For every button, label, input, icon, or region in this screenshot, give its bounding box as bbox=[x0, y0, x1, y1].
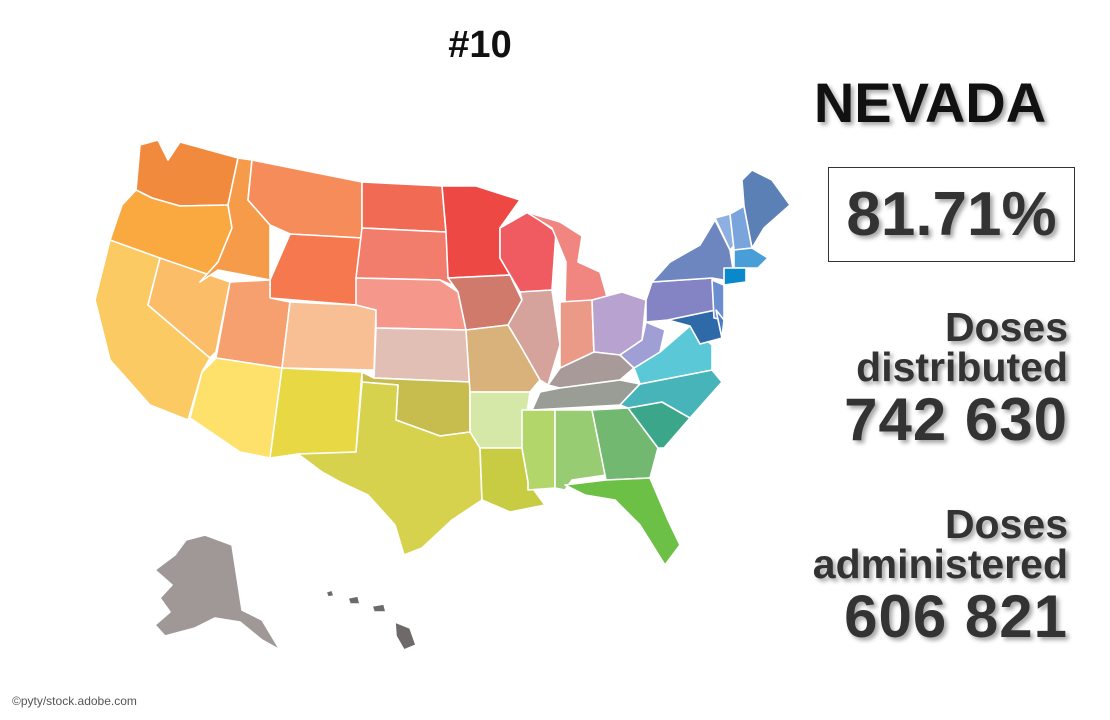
doses-administered-label-line2: administered bbox=[812, 541, 1068, 587]
state-massachusetts bbox=[733, 247, 769, 269]
state-west-virginia bbox=[619, 321, 666, 369]
state-new-mexico bbox=[269, 367, 363, 459]
state-maine bbox=[741, 169, 791, 249]
image-credit: ©pyty/stock.adobe.com bbox=[12, 694, 137, 708]
doses-distributed-block: Doses distributed 742 630 bbox=[844, 307, 1068, 453]
state-arkansas bbox=[469, 391, 531, 449]
state-name: NEVADA bbox=[813, 71, 1047, 134]
state-washington bbox=[135, 139, 239, 207]
state-wyoming bbox=[269, 233, 363, 306]
state-michigan bbox=[525, 211, 609, 303]
doses-distributed-label-line1: Doses bbox=[944, 304, 1068, 350]
state-nevada bbox=[147, 257, 231, 359]
doses-administered-label-line1: Doses bbox=[944, 501, 1068, 547]
state-north-dakota bbox=[361, 181, 447, 233]
doses-distributed-value: 742 630 bbox=[844, 386, 1068, 453]
state-hawaii bbox=[325, 589, 417, 651]
state-delaware bbox=[715, 309, 725, 339]
doses-distributed-label-line2: distributed bbox=[856, 344, 1068, 390]
percent-value: 81.71% bbox=[846, 180, 1057, 249]
state-south-dakota bbox=[355, 227, 453, 286]
state-mississippi bbox=[521, 409, 556, 491]
rank-heading: #10 bbox=[448, 24, 512, 66]
doses-administered-value: 606 821 bbox=[844, 583, 1068, 650]
state-illinois bbox=[507, 289, 561, 386]
state-arizona bbox=[189, 357, 283, 459]
state-maryland bbox=[667, 309, 723, 345]
doses-administered-block: Doses administered 606 821 bbox=[813, 504, 1068, 650]
percent-box: 81.71% bbox=[828, 167, 1075, 262]
state-texas bbox=[297, 381, 483, 556]
state-kansas bbox=[373, 327, 471, 383]
us-map bbox=[94, 139, 791, 651]
state-connecticut bbox=[723, 267, 747, 286]
state-colorado bbox=[281, 301, 377, 371]
state-florida bbox=[564, 477, 681, 566]
state-alaska bbox=[154, 534, 281, 651]
